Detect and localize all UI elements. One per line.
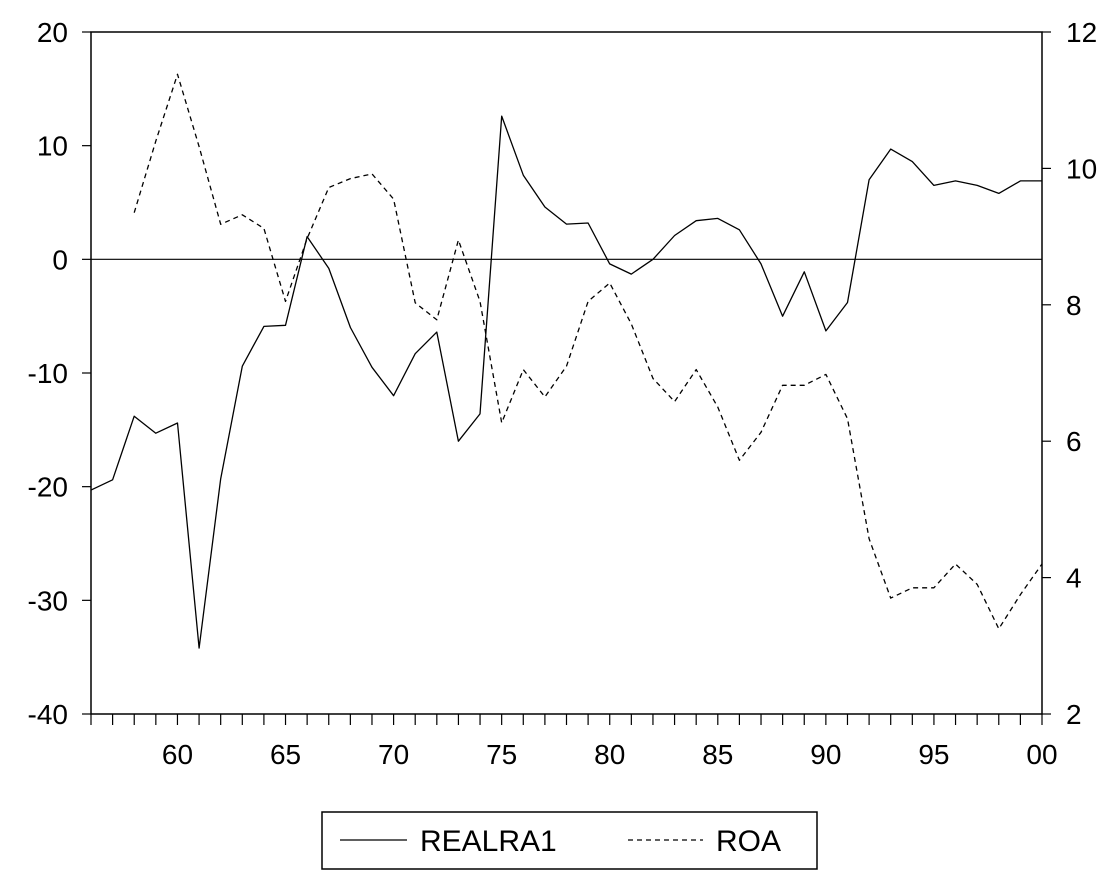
axis-ticks: [82, 31, 1051, 725]
legend-box: [321, 811, 818, 870]
legend: REALRA1 ROA: [321, 811, 818, 870]
plot-frame: [90, 31, 1043, 715]
right-y-tick-label: 10: [1066, 153, 1097, 184]
x-tick-label: 60: [162, 739, 193, 770]
x-tick-label: 00: [1026, 739, 1057, 770]
x-tick-label: 75: [486, 739, 517, 770]
left-y-tick-label: 20: [37, 17, 68, 48]
left-y-tick-label: -10: [28, 358, 68, 389]
x-tick-label: 80: [594, 739, 625, 770]
data-series: [90, 73, 1043, 649]
right-y-tick-label: 8: [1066, 290, 1082, 321]
right-y-tick-label: 2: [1066, 699, 1082, 730]
x-tick-label: 95: [918, 739, 949, 770]
left-y-tick-label: -30: [28, 585, 68, 616]
left-y-tick-label: -40: [28, 699, 68, 730]
legend-label-roa: ROA: [716, 825, 781, 858]
right-y-tick-label: 6: [1066, 426, 1082, 457]
right-y-tick-label: 12: [1066, 17, 1097, 48]
x-tick-label: 65: [270, 739, 301, 770]
series-line-roa: [133, 73, 1043, 630]
left-y-tick-label: -20: [28, 472, 68, 503]
x-tick-label: 90: [810, 739, 841, 770]
left-y-tick-label: 0: [52, 244, 68, 275]
right-y-tick-label: 4: [1066, 563, 1082, 594]
left-y-tick-label: 10: [37, 131, 68, 162]
x-tick-label: 85: [702, 739, 733, 770]
x-tick-label: 70: [378, 739, 409, 770]
legend-label-realra1: REALRA1: [420, 825, 557, 858]
series-line-realra1: [90, 115, 1042, 649]
axis-tick-labels: 60 65 70 75 80 85 90 95 00 20 10 0 -10 -20 -30 -40 12 10 8…: [28, 17, 1098, 770]
